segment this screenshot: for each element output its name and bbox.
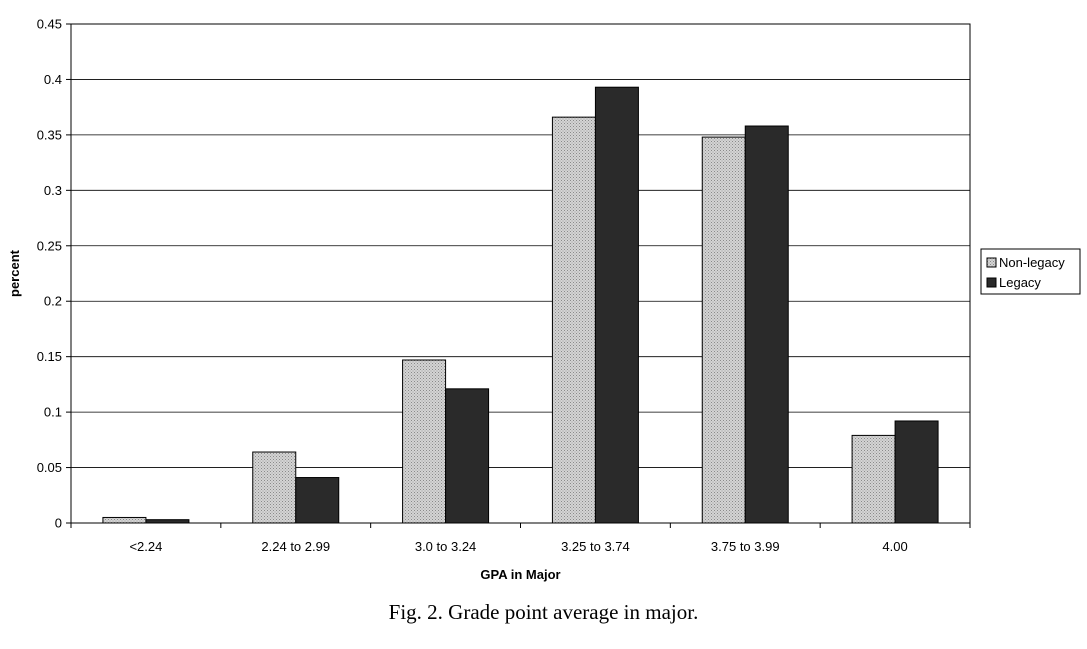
bar-non-legacy [701, 136, 746, 524]
legend-label: Non-legacy [999, 255, 1065, 270]
x-tick-label: 4.00 [882, 539, 907, 554]
axis-ticks: 0 0.05 0.1 0.15 0.2 0.25 0.3 0.35 0.4 0.45 <2.24 2.… [37, 17, 971, 554]
bar-non-legacy [252, 451, 297, 524]
bar-legacy [594, 86, 639, 524]
y-tick-label: 0.15 [37, 349, 62, 364]
y-tick-label: 0.25 [37, 238, 62, 253]
bar-chart: 0 0.05 0.1 0.15 0.2 0.25 0.3 0.35 0.4 0.45 <2.24 2.… [7, 17, 1081, 582]
bar-legacy [894, 420, 939, 524]
legend-box [980, 248, 1081, 295]
legend-label: Legacy [999, 275, 1041, 290]
y-tick-label: 0.1 [44, 405, 62, 420]
bar-legacy [295, 477, 340, 524]
legend-swatch [986, 257, 997, 268]
x-tick-label: 3.0 to 3.24 [415, 539, 476, 554]
bar-non-legacy [102, 516, 147, 524]
figure-caption: Fig. 2. Grade point average in major. [388, 600, 699, 624]
x-axis-label: GPA in Major [480, 567, 560, 582]
y-tick-label: 0 [55, 516, 62, 531]
bar-non-legacy [402, 359, 447, 524]
gridlines [71, 23, 970, 468]
x-tick-label: 3.75 to 3.99 [711, 539, 780, 554]
x-tick-label: <2.24 [129, 539, 162, 554]
legend: Non-legacy Legacy [980, 248, 1081, 295]
bar-legacy [744, 125, 789, 524]
x-tick-label: 2.24 to 2.99 [261, 539, 330, 554]
y-tick-label: 0.2 [44, 294, 62, 309]
y-tick-label: 0.05 [37, 460, 62, 475]
y-tick-label: 0.3 [44, 183, 62, 198]
bar-non-legacy [851, 434, 896, 524]
y-tick-label: 0.4 [44, 72, 62, 87]
x-tick-label: 3.25 to 3.74 [561, 539, 630, 554]
bar-legacy [445, 388, 490, 524]
y-tick-label: 0.45 [37, 17, 62, 32]
bar-non-legacy [551, 116, 596, 524]
y-tick-label: 0.35 [37, 127, 62, 142]
plot-frame [70, 23, 971, 524]
y-axis-label: percent [7, 249, 22, 297]
bars [102, 86, 939, 524]
legend-swatch [986, 277, 997, 288]
